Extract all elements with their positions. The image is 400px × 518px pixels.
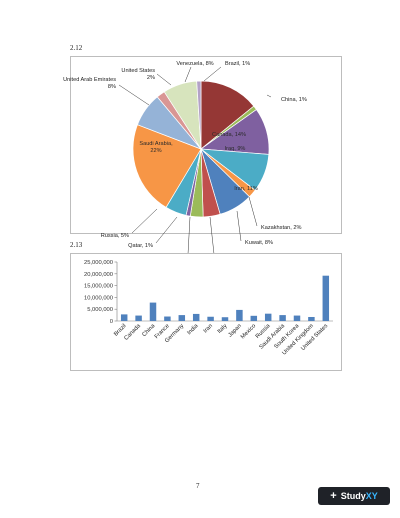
x-tick-label-india: India xyxy=(186,323,200,337)
pie-slices xyxy=(132,80,270,218)
pie-label-saudi-arabia-22: Saudi Arabia, 22% xyxy=(139,141,173,154)
pie-slice-saudi-arabia-22 xyxy=(132,124,202,208)
bar-italy xyxy=(221,317,229,321)
logo-text: StudyXY xyxy=(340,491,378,501)
y-tick-label: 5,000,000 xyxy=(87,307,113,313)
pie-leader-brazil-1 xyxy=(203,66,222,82)
bar-russia xyxy=(264,313,272,321)
bar-united-states xyxy=(322,275,330,321)
pie-chart-svg: Canada, 14% China, 1% Iran, 11% Iraq, 9% Kaz… xyxy=(63,61,307,259)
section-label-2-13: 2.13 xyxy=(70,241,83,249)
pie-label-brazil-1: Brazil, 1% xyxy=(225,61,250,67)
bar-south-korea xyxy=(293,315,301,321)
x-tick-label-united-states: United States xyxy=(300,323,329,352)
x-tick-label-iran: Iran xyxy=(203,323,214,334)
pie-label-kuwait-8: Kuwait, 8% xyxy=(245,240,273,246)
pie-label-venezuela-8: Venezuela, 8% xyxy=(176,61,213,67)
bar-iran xyxy=(207,316,214,321)
bar-chart-svg: 0 5,000,000 10,000,000 15,000,000 20,000,000… xyxy=(84,260,333,357)
pie-leader-qatar-1 xyxy=(155,216,178,244)
bar-saudi-arabia xyxy=(279,315,286,321)
pie-label-united-arab-emirates-8: United Arab Emirates 8% xyxy=(63,77,116,90)
x-tick-label-canada: Canada xyxy=(123,323,142,342)
pie-label-united-states-2: United States 2% xyxy=(121,68,155,81)
pie-leader-kazakhstan-2 xyxy=(248,196,258,227)
pie-leader-nigeria-3 xyxy=(187,216,191,255)
pie-label-canada-14: Canada, 14% xyxy=(212,132,246,138)
x-tick-label-italy: Italy xyxy=(217,323,229,335)
bar-japan xyxy=(236,309,243,321)
bar-brazil xyxy=(120,314,128,321)
pie-leader-united-states-2 xyxy=(156,73,172,86)
pie-leader-russia-5 xyxy=(131,208,158,234)
pie-label-china-1: China, 1% xyxy=(281,97,307,103)
bar-china xyxy=(149,302,157,321)
pie-label-iran-11: Iran, 11% xyxy=(234,186,258,192)
pie-leader-kuwait-8 xyxy=(236,210,242,242)
plus-icon: + xyxy=(330,490,337,502)
bar-mexico xyxy=(250,315,258,321)
bar-india xyxy=(192,313,200,321)
y-tick-label: 25,000,000 xyxy=(84,260,113,266)
y-tick-label: 15,000,000 xyxy=(84,284,113,290)
pie-leader-libya-4 xyxy=(209,216,215,255)
section-label-2-12: 2.12 xyxy=(70,44,83,52)
pie-leader-united-arab-emirates-8 xyxy=(118,84,150,106)
studyxy-logo[interactable]: + StudyXY xyxy=(318,487,390,505)
bar-canada xyxy=(135,315,142,321)
pie-leader-venezuela-8 xyxy=(184,66,192,83)
bar-germany xyxy=(178,315,186,321)
pie-label-kazakhstan-2: Kazakhstan, 2% xyxy=(261,225,301,231)
pie-leader-china-1 xyxy=(266,94,272,98)
bar-chart: 0 5,000,000 10,000,000 15,000,000 20,000,000… xyxy=(70,253,342,371)
pie-slice-brazil-1 xyxy=(196,80,202,150)
y-axis: 0 5,000,000 10,000,000 15,000,000 20,000,000… xyxy=(84,260,118,325)
pie-label-qatar-1: Qatar, 1% xyxy=(128,243,153,249)
y-tick-label: 0 xyxy=(110,319,113,325)
pie-slice-canada-14 xyxy=(200,80,255,150)
x-tick-label-mexico: Mexico xyxy=(240,323,257,340)
pie-chart: Canada, 14% China, 1% Iran, 11% Iraq, 9% Kaz… xyxy=(63,56,342,259)
pie-label-iraq-9: Iraq, 9% xyxy=(225,146,246,152)
page-number: 7 xyxy=(196,482,200,490)
pie-label-russia-5: Russia, 5% xyxy=(101,233,129,239)
bar-france xyxy=(164,316,171,321)
bars xyxy=(120,275,330,321)
y-tick-label: 10,000,000 xyxy=(84,295,113,301)
y-tick-label: 20,000,000 xyxy=(84,272,113,278)
bar-united-kingdom xyxy=(308,316,315,321)
